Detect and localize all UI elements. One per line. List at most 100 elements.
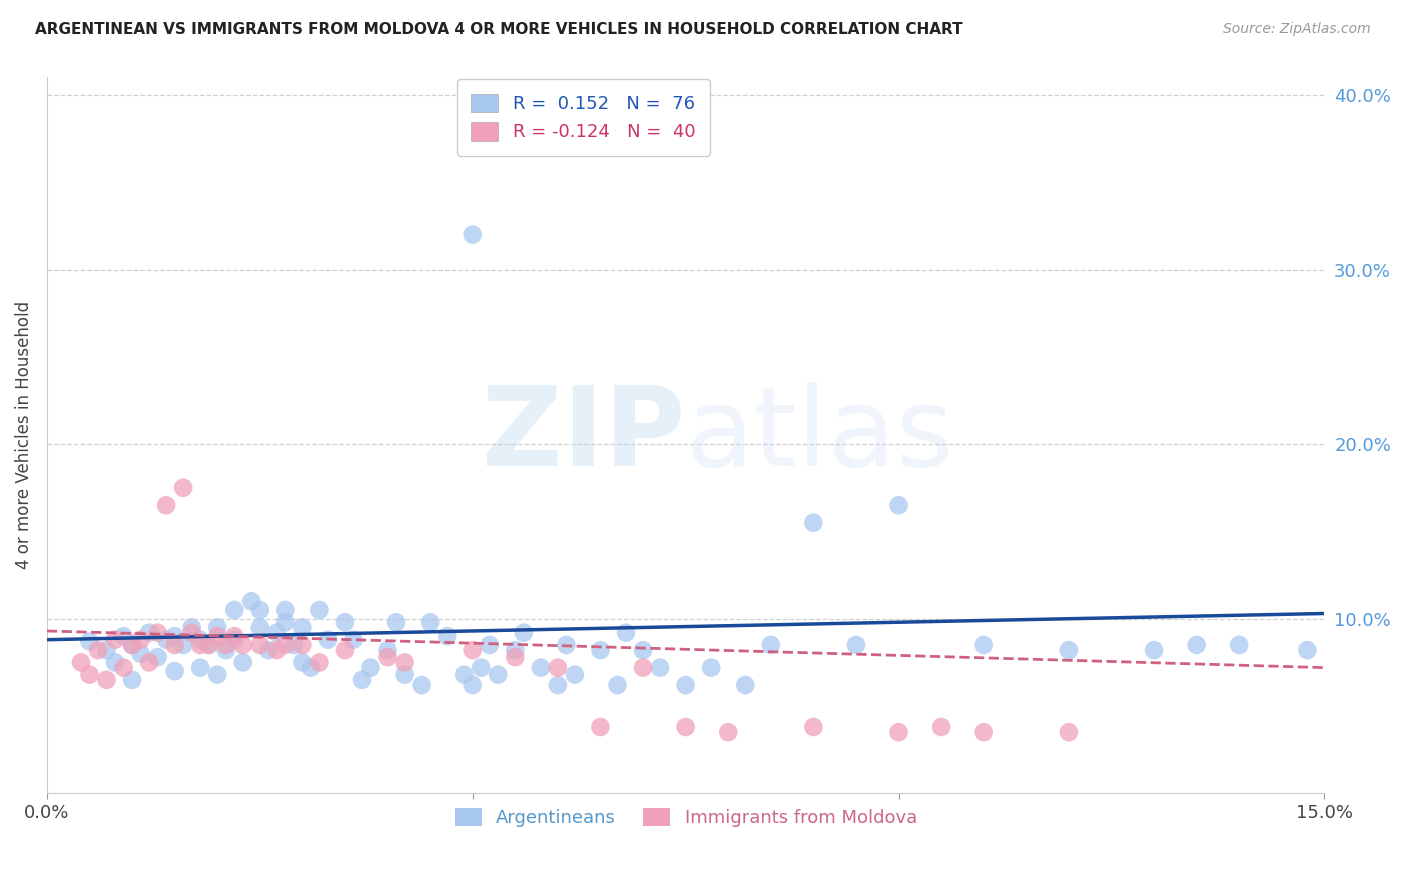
Point <box>530 660 553 674</box>
Point <box>1057 643 1080 657</box>
Point <box>759 638 782 652</box>
Point <box>249 603 271 617</box>
Point <box>197 638 219 652</box>
Point <box>155 498 177 512</box>
Point <box>547 678 569 692</box>
Point <box>163 629 186 643</box>
Point <box>138 656 160 670</box>
Point <box>803 516 825 530</box>
Point <box>308 603 330 617</box>
Point <box>232 638 254 652</box>
Point <box>887 498 910 512</box>
Point <box>291 620 314 634</box>
Legend: Argentineans, Immigrants from Moldova: Argentineans, Immigrants from Moldova <box>447 801 924 834</box>
Point <box>215 638 238 652</box>
Point <box>385 615 408 630</box>
Text: ARGENTINEAN VS IMMIGRANTS FROM MOLDOVA 4 OR MORE VEHICLES IN HOUSEHOLD CORRELATI: ARGENTINEAN VS IMMIGRANTS FROM MOLDOVA 4… <box>35 22 963 37</box>
Point <box>333 615 356 630</box>
Point <box>138 625 160 640</box>
Point <box>266 643 288 657</box>
Point <box>461 643 484 657</box>
Point <box>377 643 399 657</box>
Point <box>360 660 382 674</box>
Point <box>274 603 297 617</box>
Point <box>188 660 211 674</box>
Point <box>129 632 152 647</box>
Point <box>146 625 169 640</box>
Point <box>121 673 143 687</box>
Point <box>188 632 211 647</box>
Point <box>283 638 305 652</box>
Point <box>155 632 177 647</box>
Text: Source: ZipAtlas.com: Source: ZipAtlas.com <box>1223 22 1371 37</box>
Point <box>240 594 263 608</box>
Point <box>555 638 578 652</box>
Point <box>121 638 143 652</box>
Text: atlas: atlas <box>686 382 955 489</box>
Point <box>112 629 135 643</box>
Point <box>614 625 637 640</box>
Point <box>411 678 433 692</box>
Point <box>205 667 228 681</box>
Point <box>70 656 93 670</box>
Point <box>180 620 202 634</box>
Point <box>291 656 314 670</box>
Point <box>631 660 654 674</box>
Point <box>205 629 228 643</box>
Point <box>1057 725 1080 739</box>
Point <box>394 656 416 670</box>
Point <box>79 634 101 648</box>
Point <box>419 615 441 630</box>
Point <box>79 667 101 681</box>
Point <box>205 620 228 634</box>
Point <box>104 656 127 670</box>
Point <box>675 678 697 692</box>
Point <box>547 660 569 674</box>
Point <box>197 638 219 652</box>
Point <box>377 650 399 665</box>
Point <box>316 632 339 647</box>
Point <box>172 481 194 495</box>
Point <box>675 720 697 734</box>
Point <box>1296 643 1319 657</box>
Point <box>163 664 186 678</box>
Point <box>717 725 740 739</box>
Point <box>606 678 628 692</box>
Point <box>453 667 475 681</box>
Point <box>505 643 527 657</box>
Point <box>249 638 271 652</box>
Point <box>87 643 110 657</box>
Point <box>1143 643 1166 657</box>
Point <box>299 660 322 674</box>
Point <box>257 643 280 657</box>
Point <box>121 638 143 652</box>
Point <box>461 678 484 692</box>
Y-axis label: 4 or more Vehicles in Household: 4 or more Vehicles in Household <box>15 301 32 569</box>
Point <box>486 667 509 681</box>
Point <box>734 678 756 692</box>
Point <box>172 638 194 652</box>
Point <box>589 720 612 734</box>
Point <box>129 647 152 661</box>
Point <box>973 725 995 739</box>
Point <box>342 632 364 647</box>
Point <box>163 638 186 652</box>
Point <box>224 603 246 617</box>
Point <box>146 650 169 665</box>
Point <box>973 638 995 652</box>
Point <box>436 629 458 643</box>
Point <box>266 625 288 640</box>
Point <box>232 656 254 670</box>
Point <box>224 632 246 647</box>
Point <box>96 643 118 657</box>
Point <box>589 643 612 657</box>
Point <box>274 638 297 652</box>
Point <box>631 643 654 657</box>
Point <box>224 629 246 643</box>
Point <box>1227 638 1250 652</box>
Point <box>215 643 238 657</box>
Point <box>274 615 297 630</box>
Point <box>104 632 127 647</box>
Point <box>350 673 373 687</box>
Point <box>188 638 211 652</box>
